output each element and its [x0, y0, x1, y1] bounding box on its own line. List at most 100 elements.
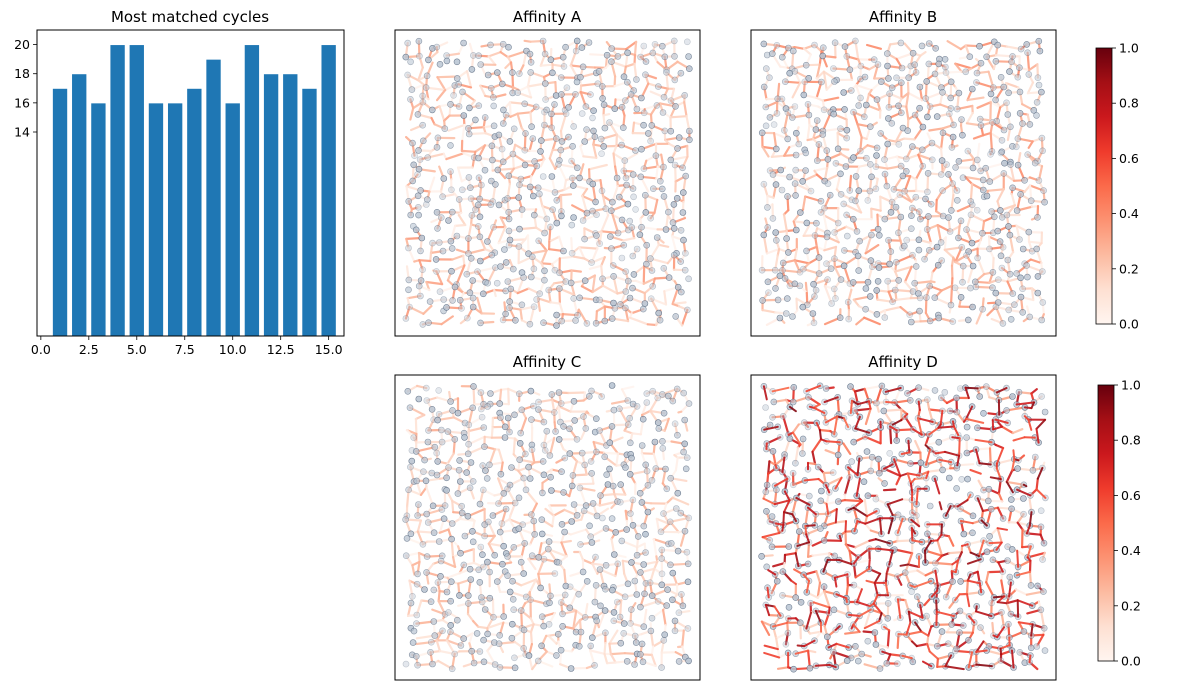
node	[444, 589, 450, 595]
node	[831, 256, 837, 262]
node	[428, 639, 434, 645]
node	[865, 493, 871, 499]
node	[1025, 152, 1031, 158]
node	[760, 297, 766, 303]
node	[675, 145, 681, 151]
node	[627, 471, 633, 477]
node	[467, 566, 473, 572]
node	[522, 147, 528, 153]
node	[528, 274, 534, 280]
edge	[664, 291, 666, 304]
node	[1037, 48, 1043, 54]
node	[488, 202, 494, 208]
node	[1024, 41, 1030, 47]
node	[842, 44, 848, 50]
node	[816, 271, 822, 277]
node	[1004, 212, 1010, 218]
node	[420, 138, 426, 144]
node	[781, 127, 787, 133]
node	[670, 220, 676, 226]
node	[546, 287, 552, 293]
node	[477, 234, 483, 240]
node	[588, 458, 594, 464]
node	[459, 510, 465, 516]
node	[649, 615, 655, 621]
node	[645, 509, 651, 515]
node	[447, 629, 453, 635]
node	[433, 256, 439, 262]
node	[481, 637, 487, 643]
node	[881, 408, 887, 414]
node	[531, 304, 537, 310]
node	[522, 101, 528, 107]
node	[643, 550, 649, 556]
node	[409, 87, 415, 93]
node	[597, 297, 603, 303]
node	[830, 470, 836, 476]
node	[818, 498, 824, 504]
node	[674, 386, 680, 392]
node	[959, 132, 965, 138]
node	[638, 54, 644, 60]
node	[540, 458, 546, 464]
node	[882, 315, 888, 321]
node	[546, 539, 552, 545]
node	[633, 206, 639, 212]
node	[541, 122, 547, 128]
node	[773, 237, 779, 243]
bar	[263, 74, 278, 336]
node	[577, 175, 583, 181]
edge	[942, 286, 952, 291]
node	[874, 153, 880, 159]
node	[868, 468, 874, 474]
node	[686, 54, 692, 60]
node	[964, 227, 970, 233]
node	[821, 205, 827, 211]
node	[949, 144, 955, 150]
node	[940, 188, 946, 194]
node	[482, 167, 488, 173]
edge	[561, 194, 571, 195]
node	[469, 212, 475, 218]
node	[434, 450, 440, 456]
node	[500, 159, 506, 165]
edge	[542, 251, 547, 264]
edge	[437, 640, 440, 651]
node	[1032, 454, 1038, 460]
edge	[642, 453, 654, 454]
node	[1018, 46, 1024, 52]
node	[621, 630, 627, 636]
node	[425, 520, 431, 526]
node	[470, 295, 476, 301]
edge	[538, 298, 551, 302]
node	[539, 490, 545, 496]
node	[682, 250, 688, 256]
node	[895, 230, 901, 236]
edge	[1029, 242, 1042, 243]
node	[907, 312, 913, 318]
node	[523, 130, 529, 136]
node	[628, 91, 634, 97]
node	[448, 142, 454, 148]
node	[837, 315, 843, 321]
node	[518, 430, 524, 436]
node	[763, 123, 769, 129]
node	[617, 614, 623, 620]
node	[981, 410, 987, 416]
node	[619, 142, 625, 148]
edge	[626, 511, 627, 521]
node	[894, 75, 900, 81]
node	[622, 98, 628, 104]
node-layer	[403, 38, 693, 329]
edge	[856, 318, 864, 325]
node	[1005, 112, 1011, 118]
edge	[906, 107, 908, 120]
x-tick-label: 5.0	[127, 342, 147, 357]
node	[1018, 294, 1024, 300]
node	[597, 428, 603, 434]
node	[785, 136, 791, 142]
node	[556, 390, 562, 396]
node	[644, 468, 650, 474]
node	[1040, 299, 1046, 305]
node	[485, 404, 491, 410]
